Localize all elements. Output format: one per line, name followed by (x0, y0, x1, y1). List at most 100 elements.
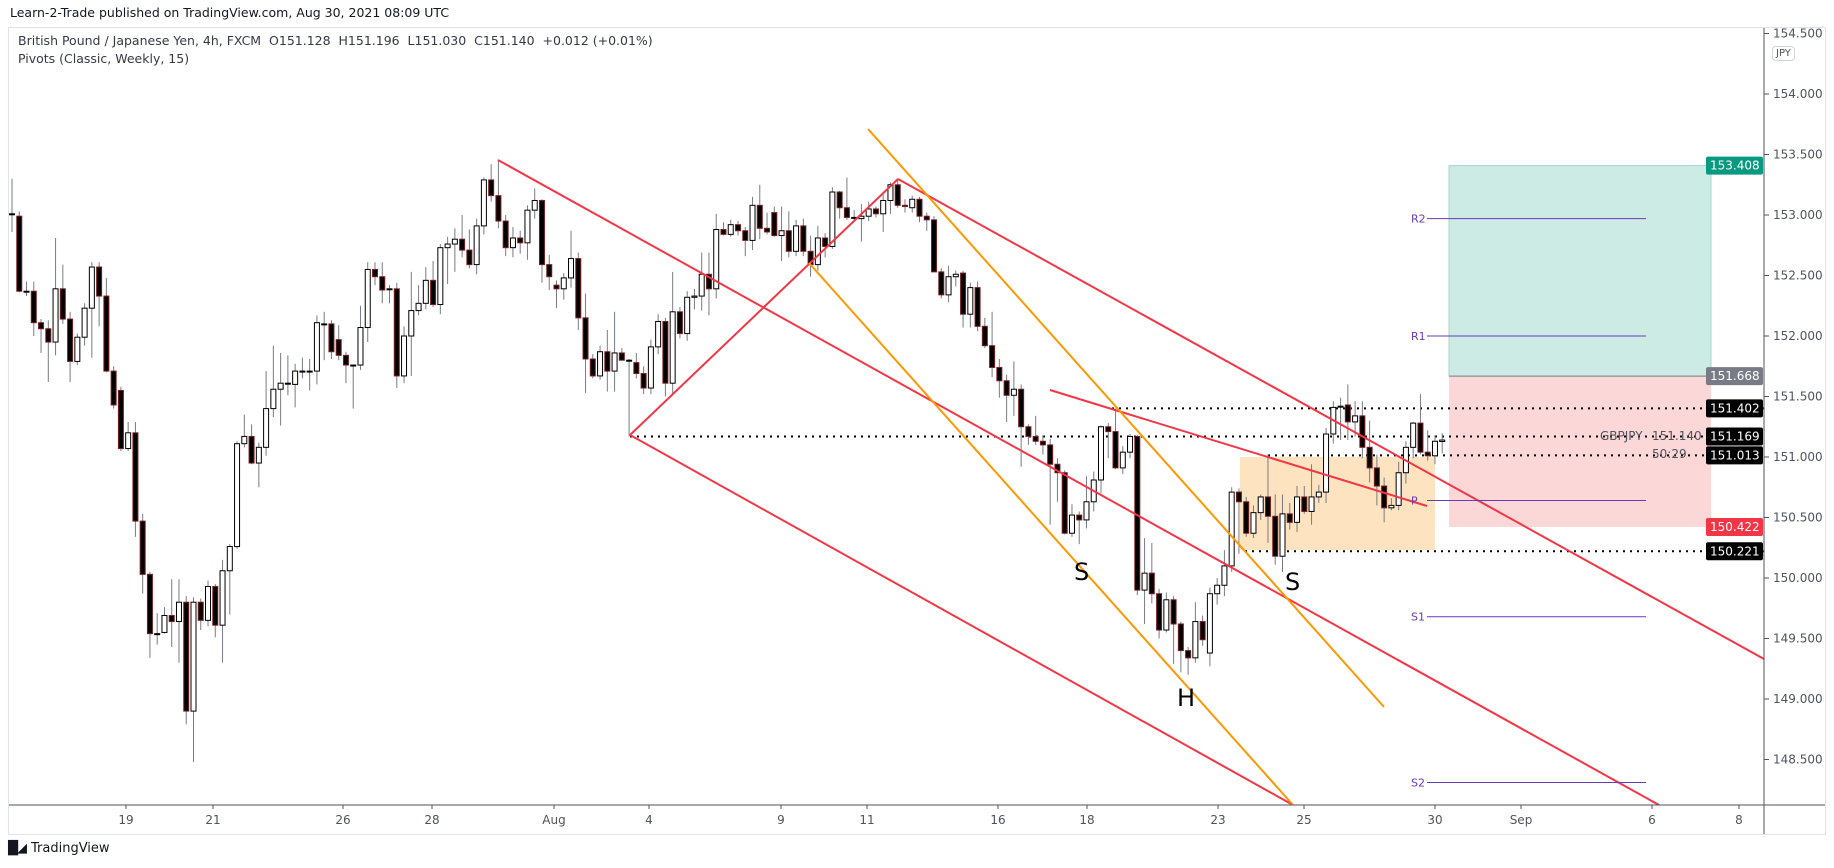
candle-body (277, 382, 284, 390)
candle-body (981, 325, 988, 347)
currency-badge[interactable]: JPY (1772, 46, 1795, 61)
candle-body (1076, 514, 1083, 521)
chart-frame (8, 27, 1826, 835)
candle-body (1221, 565, 1228, 586)
candle-body (1264, 496, 1271, 517)
price-label-text: 150.422 (1710, 520, 1760, 534)
bar-countdown: 50:29 (1652, 447, 1687, 461)
pivot-levels: R2 R1 P S1 S2 (1411, 213, 1646, 789)
candle (669, 271, 676, 395)
candle-body (125, 432, 132, 450)
pivot-label: P (1411, 495, 1418, 508)
candle-body (1068, 514, 1075, 534)
price-label-text: 151.668 (1710, 369, 1760, 383)
candle-body (495, 195, 502, 222)
symbol-legend[interactable]: British Pound / Japanese Yen, 4h, FXCM O… (18, 33, 653, 48)
candle (749, 196, 756, 251)
candle (1279, 494, 1286, 572)
candle (546, 254, 553, 291)
candle (727, 219, 734, 237)
candle (335, 325, 342, 361)
drawings-back (630, 165, 1764, 553)
price-tick-label: 150.500 (1773, 511, 1823, 525)
candle (1417, 394, 1424, 455)
candle (175, 579, 182, 663)
candle-body (597, 351, 604, 377)
pivot-label: R1 (1411, 330, 1426, 343)
candle (248, 424, 255, 465)
candle-body (183, 601, 190, 712)
candle-body (1388, 504, 1395, 509)
price-tick-label: 148.500 (1773, 753, 1823, 767)
candle (597, 345, 604, 380)
candle-body (459, 238, 466, 251)
time-axis[interactable]: 19 21 26 28 Aug 4 9 11 16 18 23 25 30 Sep 6 8 (118, 805, 1743, 827)
price-tick-label: 154.000 (1773, 87, 1823, 101)
candle (81, 303, 88, 346)
candle (1025, 424, 1032, 445)
candle (633, 352, 640, 379)
candle-body (640, 373, 647, 389)
price-label-text: 153.408 (1710, 159, 1760, 173)
candle-body (1105, 426, 1112, 433)
candle (647, 339, 654, 395)
candle-body (168, 615, 175, 623)
candle-body (568, 258, 575, 279)
pattern-labels: S H S (1074, 558, 1300, 712)
candle-body (415, 302, 422, 312)
symbol-label: GBPJPY (1600, 429, 1643, 443)
candle (67, 311, 74, 382)
price-tick-label: 152.500 (1773, 269, 1823, 283)
candle-body (1272, 515, 1279, 557)
candle-body (23, 290, 30, 293)
candle (858, 204, 865, 242)
candle (226, 544, 233, 615)
candle-body (146, 573, 153, 635)
candle-body (263, 408, 270, 448)
candle-body (1141, 572, 1148, 591)
candle-body (655, 320, 662, 348)
candle (560, 273, 567, 300)
candle (430, 260, 437, 307)
candle (945, 265, 952, 303)
candle-body (836, 191, 843, 209)
candle (1250, 505, 1257, 539)
candle (771, 206, 778, 237)
candle (952, 270, 959, 287)
trendline-aug11-high (897, 178, 1764, 660)
candle (589, 354, 596, 379)
candle (676, 306, 683, 339)
candle-body (1032, 435, 1039, 442)
candle (183, 596, 190, 725)
price-label-box (1706, 446, 1763, 465)
candle (379, 262, 386, 304)
candle-body (1177, 623, 1184, 652)
candle (509, 227, 516, 258)
candle-body (379, 276, 386, 291)
candle (74, 333, 81, 366)
candle (531, 188, 538, 219)
price-label-box (1706, 542, 1763, 561)
indicator-legend[interactable]: Pivots (Classic, Weekly, 15) (18, 51, 190, 66)
candle-body (546, 264, 553, 278)
candle (386, 285, 393, 304)
candles (9, 160, 1446, 762)
pivot-label: S1 (1411, 611, 1425, 624)
price-axis[interactable]: 148.500 149.000 149.500 150.000 150.500 151.0… (1764, 27, 1823, 767)
candle (212, 584, 219, 638)
price-tick-label: 151.000 (1773, 450, 1823, 464)
candle (1061, 470, 1068, 535)
candle (422, 267, 429, 310)
candle-body (16, 215, 23, 292)
candle-body (1192, 621, 1199, 659)
candle (1439, 433, 1446, 454)
candle (161, 607, 168, 634)
candle-body (509, 237, 516, 249)
candle-body (110, 370, 117, 406)
price-label-box (1706, 517, 1763, 536)
candle (117, 386, 124, 451)
candle-body (488, 179, 495, 197)
candle-body (742, 230, 749, 241)
current-price-label: 151.140 (1652, 429, 1702, 443)
